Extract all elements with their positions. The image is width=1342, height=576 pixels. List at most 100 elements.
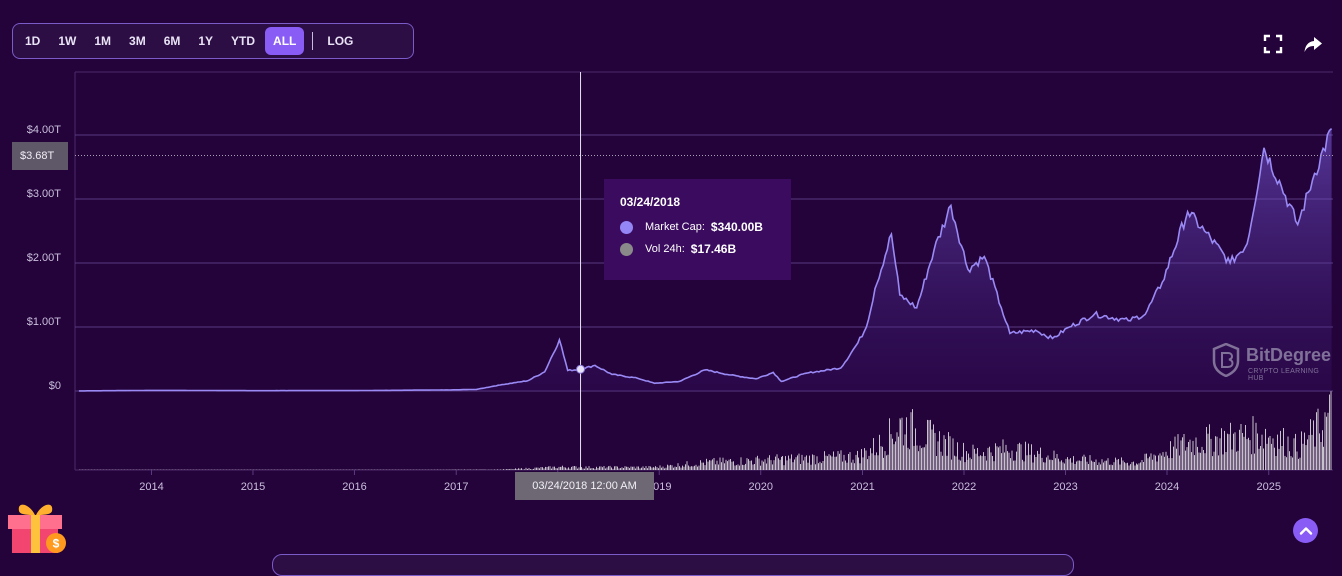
- volume-bar: [1316, 412, 1317, 470]
- volume-bar: [753, 465, 754, 471]
- scroll-up-button[interactable]: [1293, 518, 1318, 543]
- volume-bar: [836, 457, 837, 470]
- volume-bar: [1085, 457, 1086, 470]
- volume-bar: [1018, 444, 1019, 470]
- volume-bar: [550, 466, 551, 470]
- volume-bar: [494, 470, 495, 471]
- volume-bar: [718, 465, 719, 471]
- volume-bar: [1321, 442, 1322, 470]
- volume-bar: [1034, 455, 1035, 470]
- volume-bar: [708, 462, 709, 470]
- volume-bar: [1046, 457, 1047, 470]
- volume-bar: [664, 468, 665, 470]
- volume-bar: [511, 469, 512, 470]
- volume-bar: [1108, 458, 1109, 470]
- volume-bar: [626, 467, 627, 470]
- volume-bar: [989, 447, 990, 470]
- volume-bar: [988, 448, 989, 470]
- volume-bar: [1094, 462, 1095, 470]
- volume-bar: [1238, 451, 1239, 470]
- volume-bar: [742, 465, 743, 470]
- volume-bar: [729, 460, 730, 470]
- volume-bar: [1132, 462, 1133, 470]
- volume-bar: [968, 454, 969, 470]
- volume-bar: [924, 447, 925, 470]
- volume-bar: [714, 458, 715, 470]
- volume-bar: [1294, 438, 1295, 470]
- volume-bar: [1139, 463, 1140, 470]
- chevron-up-icon: [1299, 524, 1313, 538]
- volume-bar: [951, 460, 952, 470]
- volume-bar: [533, 469, 534, 470]
- volume-bar: [818, 463, 819, 470]
- volume-bar: [856, 455, 857, 470]
- volume-bar: [610, 466, 611, 470]
- volume-bar: [617, 467, 618, 470]
- volume-bar: [587, 468, 588, 470]
- volume-bar: [815, 464, 816, 470]
- volume-bar: [1054, 451, 1055, 470]
- volume-bar: [1173, 447, 1174, 470]
- volume-bar: [506, 469, 507, 470]
- volume-bar: [777, 454, 778, 470]
- volume-bar: [1242, 433, 1243, 470]
- volume-bar: [660, 465, 661, 470]
- volume-bar: [613, 469, 614, 470]
- volume-bar: [1087, 462, 1088, 470]
- volume-bar: [1097, 465, 1098, 470]
- watermark-tagline: CRYPTO LEARNING HUB: [1248, 368, 1336, 382]
- volume-bar: [1105, 461, 1106, 470]
- volume-bar: [607, 467, 608, 470]
- volume-bar: [861, 449, 862, 470]
- volume-bar: [1178, 434, 1179, 470]
- volume-bar: [741, 457, 742, 470]
- volume-bar: [1270, 436, 1271, 470]
- volume-bar: [694, 466, 695, 470]
- volume-bar: [1091, 461, 1092, 470]
- gift-icon[interactable]: $: [6, 495, 68, 555]
- volume-bar: [902, 418, 903, 470]
- y-tick-label: $3.00T: [27, 188, 62, 200]
- volume-bar: [500, 470, 501, 471]
- volume-bar: [735, 466, 736, 471]
- volume-bar: [772, 464, 773, 470]
- volume-bar: [545, 467, 546, 470]
- volume-bar: [1200, 453, 1201, 470]
- volume-bar: [1025, 442, 1026, 470]
- volume-bar: [1301, 431, 1302, 470]
- volume-bar: [687, 461, 688, 470]
- volume-bar: [1140, 462, 1141, 470]
- volume-bar: [1280, 431, 1281, 470]
- volume-bar: [973, 445, 974, 470]
- volume-bar: [1251, 454, 1252, 470]
- tooltip-label-volume: Vol 24h:: [645, 243, 685, 255]
- volume-bar: [844, 455, 845, 470]
- volume-bar: [638, 467, 639, 471]
- volume-bar: [857, 451, 858, 470]
- volume-bar: [768, 458, 769, 470]
- volume-bar: [1075, 464, 1076, 470]
- volume-bar: [889, 418, 890, 470]
- volume-bar: [1191, 452, 1192, 470]
- volume-bar: [1010, 458, 1011, 470]
- volume-bar: [876, 452, 877, 470]
- volume-bar: [1188, 442, 1189, 470]
- volume-bar: [1179, 456, 1180, 471]
- volume-bar: [1172, 458, 1173, 470]
- volume-bar: [920, 446, 921, 470]
- volume-bar: [942, 456, 943, 470]
- volume-bar: [544, 468, 545, 470]
- volume-bar: [1143, 462, 1144, 470]
- volume-bar: [1279, 449, 1280, 470]
- volume-bar: [848, 454, 849, 470]
- volume-bar: [536, 468, 537, 470]
- volume-bar: [1307, 439, 1308, 470]
- volume-bar: [1022, 460, 1023, 470]
- volume-bar: [782, 456, 783, 470]
- volume-bar: [724, 463, 725, 470]
- volume-bar: [947, 456, 948, 470]
- tooltip-row-volume: Vol 24h: $17.46B: [620, 241, 775, 257]
- volume-bar: [530, 469, 531, 470]
- volume-bar: [881, 446, 882, 470]
